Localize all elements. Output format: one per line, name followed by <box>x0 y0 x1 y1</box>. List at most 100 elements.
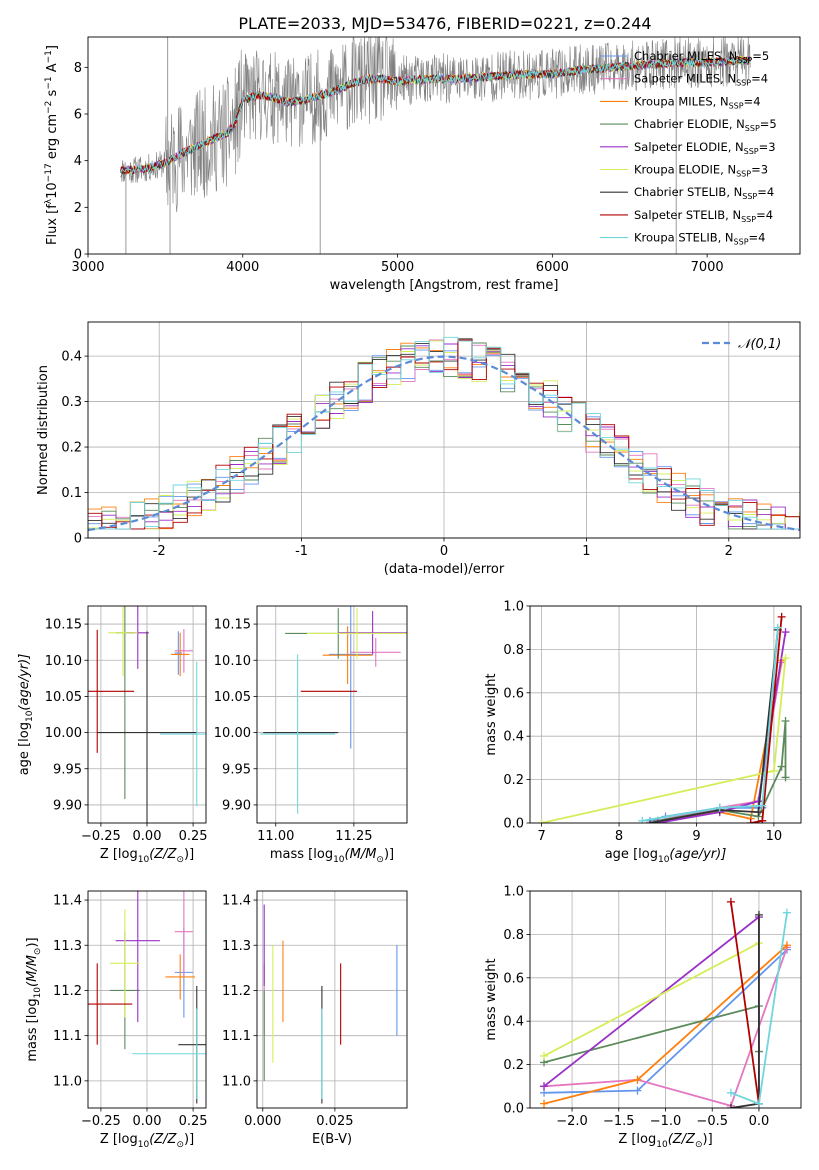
legend-label: Chabrier ELODIE <box>634 117 729 131</box>
legend-nssp-sub: SSP <box>736 170 751 179</box>
weight-marker <box>633 1086 642 1095</box>
legend-entry-chabrier-miles: Chabrier MILES, NSSP=5 <box>634 49 769 65</box>
x-axis-label-part: ⊙ <box>176 855 184 865</box>
x-axis-label-part: )] <box>184 847 194 862</box>
x-tick-label: 0.00 <box>133 1114 162 1129</box>
y-tick-label: 11.3 <box>53 939 82 954</box>
weight-marker <box>777 762 786 771</box>
histogram-chabrier-stelib <box>88 338 800 530</box>
legend-nssp-value: 5 <box>762 49 769 63</box>
grid <box>257 606 407 823</box>
weight-line <box>730 901 760 1104</box>
legend-eq: = <box>757 185 767 199</box>
errorbar-salpeter-miles <box>174 629 194 673</box>
y-axis-label-part: −1 <box>44 76 54 89</box>
legend-eq: = <box>749 231 759 245</box>
figure-title: PLATE=2033, MJD=53476, FIBERID=0221, z=0… <box>238 14 651 33</box>
errorbar-kroupa-miles <box>165 954 195 1000</box>
x-tick-label: 3000 <box>71 260 104 275</box>
x-tick-label: -2 <box>153 544 166 559</box>
weight-line <box>642 627 779 822</box>
y-tick-label: 0.1 <box>61 486 82 501</box>
errorbar-kroupa-elodie <box>110 909 140 1018</box>
y-tick-label: 0.0 <box>503 817 524 832</box>
x-tick-label: 5000 <box>381 260 414 275</box>
legend-nssp-label: , N <box>729 117 745 131</box>
x-tick-label: 2 <box>725 544 733 559</box>
legend-nssp-label: , N <box>725 208 741 222</box>
y-axis-label-part: 10 <box>25 710 35 722</box>
errorbar-kroupa-stelib <box>260 654 336 814</box>
y-axis-label: Flux [fλ10−17 erg cm−2 s−1 A−1] <box>44 45 60 245</box>
x-axis-label: mass [log10(M/M⊙)] <box>270 847 394 865</box>
axes-frame <box>87 321 801 539</box>
legend-nssp-sub: SSP <box>737 56 752 65</box>
legend-eq: = <box>744 94 754 108</box>
legend-nssp-label: , N <box>728 140 744 154</box>
normal-curve <box>88 355 800 532</box>
y-tick-label: 10.10 <box>214 654 251 669</box>
y-axis-label-part: −17 <box>44 163 54 182</box>
weight-line <box>649 629 779 822</box>
weight-series-chabrier-elodie <box>540 1002 763 1067</box>
y-tick-label: 0.6 <box>503 686 524 701</box>
weight-series-kroupa-elodie <box>540 939 763 1060</box>
histogram-kroupa-stelib <box>88 336 800 530</box>
y-axis-label: mass weight <box>484 673 499 755</box>
x-tick-label: 11.00 <box>257 829 294 844</box>
y-tick-label: 0.0 <box>503 1102 524 1117</box>
legend-eq: = <box>756 208 766 222</box>
x-tick-label: 4000 <box>226 260 259 275</box>
legend-nssp-value: 3 <box>761 163 768 177</box>
weight-series-salpeter-stelib <box>746 612 786 823</box>
legend-entry-chabrier-elodie: Chabrier ELODIE, NSSP=5 <box>634 117 777 133</box>
weight-series-salpeter-stelib <box>726 897 763 1108</box>
histogram-chabrier-elodie <box>88 342 800 530</box>
errorbar-kroupa-elodie <box>108 606 138 677</box>
x-tick-label: −0.25 <box>81 1114 121 1129</box>
y-tick-label: 10.10 <box>45 654 82 669</box>
x-tick-label: −1.5 <box>603 1114 635 1129</box>
weight-marker <box>782 908 791 917</box>
legend-entry-kroupa-elodie: Kroupa ELODIE, NSSP=3 <box>634 163 768 179</box>
y-axis-label-part: λ <box>44 198 54 204</box>
weight-marker <box>726 897 735 906</box>
legend-eq: = <box>752 49 762 63</box>
y-tick-label: 11.1 <box>53 1029 82 1044</box>
axes-frame <box>256 605 408 824</box>
legend-nssp-sub: SSP <box>736 79 751 88</box>
y-tick-label: 1.0 <box>503 600 524 615</box>
weight-line <box>543 1004 760 1064</box>
legend-nssp-label: , N <box>720 163 736 177</box>
y-tick-label: 11.3 <box>222 939 251 954</box>
legend-nssp-value: 4 <box>767 185 774 199</box>
x-axis-label: Z [log10(Z/Z⊙)] <box>100 847 194 865</box>
x-tick-label: 7 <box>537 829 545 844</box>
x-tick-label: 0.025 <box>316 1114 353 1129</box>
weight-series-chabrier-miles <box>540 945 791 1097</box>
x-tick-label: 0.000 <box>244 1114 281 1129</box>
x-axis-label-part: Z [log <box>618 1132 656 1147</box>
weight-marker <box>782 941 791 950</box>
x-tick-label: −0.5 <box>696 1114 728 1129</box>
age-vs-metallicity-panel: −0.25 0.00 0.25 9.90 9.95 10.00 10.05 10.10 10.1… <box>17 605 208 865</box>
errorbar-kroupa-miles <box>170 632 190 677</box>
y-tick-label: 0.8 <box>503 643 524 658</box>
y-tick-label: 8 <box>74 61 82 76</box>
errorbar-kroupa-elodie <box>307 608 407 659</box>
y-tick-label: 0.2 <box>503 1058 524 1073</box>
y-tick-label: 11.2 <box>53 984 82 999</box>
x-axis-label-part: (M/M <box>345 847 377 862</box>
weight-marker <box>540 1082 549 1091</box>
y-tick-label: 10.00 <box>214 726 251 741</box>
weight-marker <box>781 628 790 637</box>
histogram-kroupa-elodie <box>88 340 800 530</box>
x-tick-label: −2.0 <box>556 1114 588 1129</box>
weight-series-chabrier-stelib <box>646 625 782 823</box>
weight-marker <box>754 1099 763 1108</box>
weight-line <box>543 915 760 1104</box>
errorbar-kroupa-stelib <box>159 661 206 807</box>
mass-weight-vs-metallicity-panel: −2.0 −1.5 −1.0 −0.5 0.0 0.0 0.2 0.4 0.6 0.8 1.0 Z [… <box>484 885 802 1150</box>
legend-nssp-label: , N <box>721 49 737 63</box>
x-axis-label-part: 10 <box>138 855 150 865</box>
